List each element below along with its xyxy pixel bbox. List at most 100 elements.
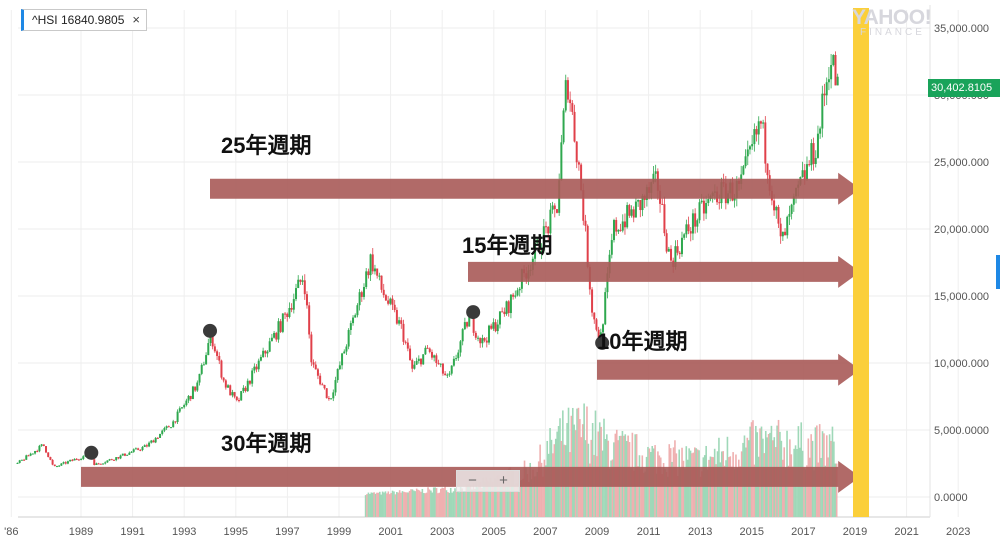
volume-bar: [753, 464, 756, 517]
y-tick-label: 25,000.000: [934, 157, 989, 169]
candle-body: [266, 351, 269, 354]
candle-body: [597, 329, 600, 338]
volume-bar: [496, 475, 499, 517]
ticker-chip[interactable]: ^HSI 16840.9805 ×: [21, 9, 147, 31]
volume-bar: [611, 459, 614, 517]
volume-bar: [445, 490, 448, 517]
candle-body: [751, 144, 754, 147]
cycle-markers: [84, 305, 610, 460]
candle-body: [198, 373, 201, 383]
scroll-handle[interactable]: [996, 255, 1000, 289]
candle-body: [805, 164, 808, 180]
candle-body: [766, 163, 769, 176]
candle-body: [415, 360, 418, 365]
x-tick-label: 1997: [275, 526, 299, 538]
volume-bar: [440, 488, 442, 517]
candle-body: [200, 364, 203, 374]
candle-body: [762, 122, 765, 124]
candle-body: [698, 202, 701, 221]
candle-body: [323, 384, 326, 389]
volume-bar: [454, 488, 456, 517]
candle-body: [270, 337, 273, 342]
zoom-out-button[interactable]: −: [468, 472, 477, 489]
candle-body: [55, 466, 58, 468]
candle-body: [66, 461, 69, 464]
close-icon[interactable]: ×: [132, 12, 140, 27]
volume-bar: [393, 491, 395, 517]
candle-body: [369, 254, 372, 276]
candle-body: [463, 322, 466, 330]
candle-body: [757, 121, 760, 135]
candle-body: [459, 341, 462, 353]
volume-bar: [505, 485, 507, 517]
candle-body: [352, 317, 355, 324]
candle-body: [551, 205, 554, 210]
candle-body: [152, 440, 155, 443]
volume-bar: [824, 465, 827, 517]
candle-body: [80, 458, 83, 460]
candle-body: [516, 290, 519, 296]
volume-bar: [712, 457, 715, 517]
candle-body: [514, 295, 517, 297]
y-tick-label: 0.0000: [934, 492, 968, 504]
volume-bar: [679, 468, 682, 517]
volume-bar: [571, 407, 574, 517]
candle-body: [626, 205, 629, 228]
x-tick-label: 2009: [585, 526, 609, 538]
candle-body: [509, 294, 512, 314]
candle-body: [237, 400, 240, 402]
candle-body: [632, 209, 635, 218]
volume-bar: [465, 484, 468, 517]
candle-body: [441, 363, 444, 374]
candle-body: [422, 354, 425, 365]
cycle-label-10: 10年週期: [597, 329, 688, 354]
candle-body: [371, 254, 374, 272]
candle-body: [577, 162, 580, 165]
volume-bar: [630, 468, 632, 517]
candle-body: [382, 289, 385, 296]
candle-body: [347, 329, 350, 347]
volume-bar: [570, 415, 573, 517]
candle-body: [360, 292, 363, 297]
last-price-badge: 30,402.8105: [928, 79, 1000, 97]
candle-body: [628, 205, 631, 216]
volume-bar: [642, 472, 645, 517]
candle-body: [16, 462, 19, 464]
candle-body: [426, 347, 429, 349]
candle-body: [700, 200, 703, 203]
volume-bar: [676, 475, 679, 517]
x-tick-label: 2001: [378, 526, 402, 538]
volume-bar: [684, 468, 686, 517]
volume-bar: [401, 491, 404, 517]
candle-body: [69, 459, 72, 462]
candle-body: [126, 454, 129, 456]
candle-body: [99, 463, 102, 465]
candle-body: [334, 380, 337, 393]
candle-body: [373, 268, 376, 272]
candle-body: [474, 332, 477, 338]
candle-body: [42, 444, 45, 447]
volume-bar: [430, 490, 432, 517]
candle-body: [53, 464, 56, 467]
zoom-in-button[interactable]: +: [499, 472, 508, 489]
candle-body: [472, 315, 475, 333]
x-tick-label: 2015: [740, 526, 764, 538]
candle-body: [619, 229, 622, 231]
candle-body: [49, 456, 52, 460]
candle-body: [555, 209, 558, 213]
volume-bar: [457, 490, 459, 517]
x-axis-ticks: '86 1989 1991 1993 1995 1997 1999 2001 2003 2005 2…: [4, 526, 970, 538]
candle-body: [257, 360, 260, 370]
candle-body: [560, 142, 563, 181]
cycle-marker: [466, 305, 481, 320]
volume-bar: [530, 479, 533, 517]
candle-body: [748, 146, 751, 150]
x-tick-label: 2005: [482, 526, 506, 538]
volume-bar: [384, 491, 387, 517]
candle-body: [430, 351, 433, 358]
cycle-label-30: 30年週期: [221, 431, 312, 456]
x-tick-label: 2011: [637, 526, 661, 538]
candle-body: [584, 220, 587, 226]
candle-body: [400, 320, 403, 324]
